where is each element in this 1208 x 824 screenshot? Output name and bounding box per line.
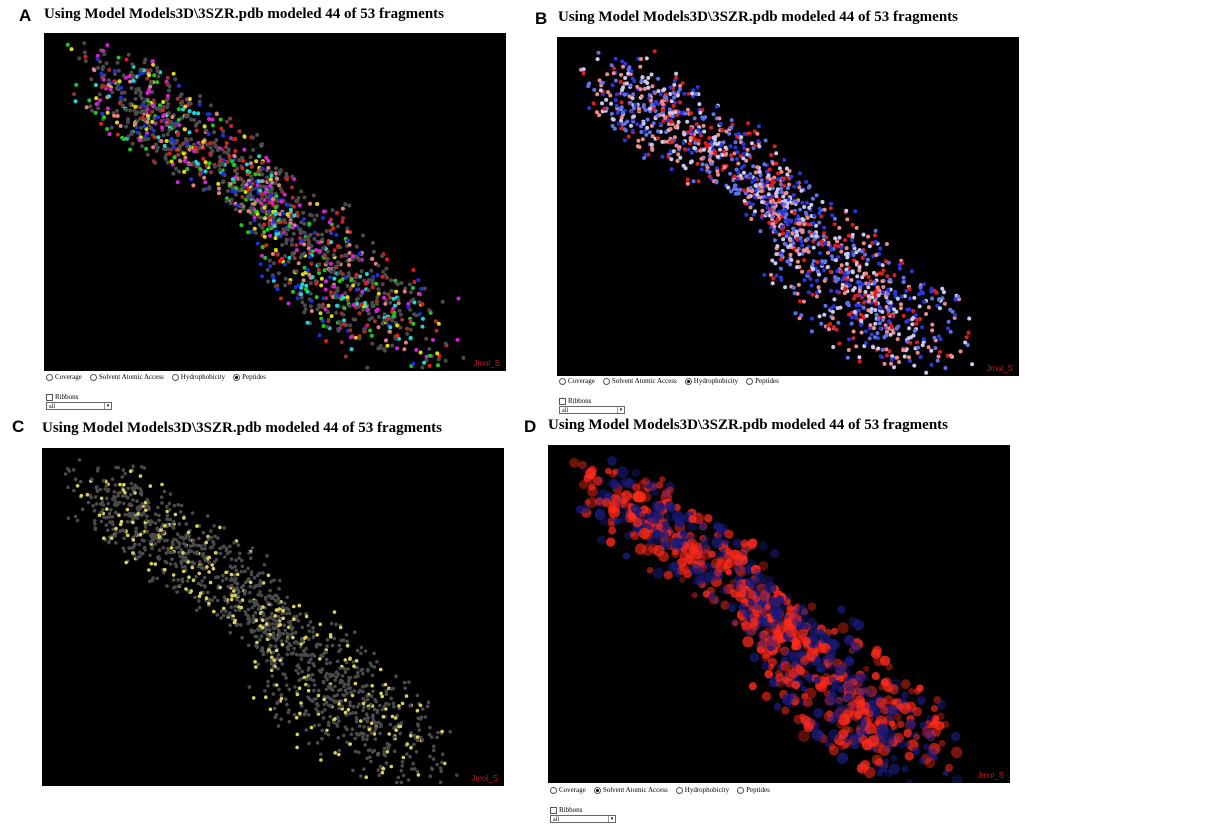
view-mode-controls: Coverage Solvent Atomic Access Hydrophobic… — [550, 786, 770, 794]
mode-label: Hydrophobicity — [694, 377, 738, 385]
panel-title: Using Model Models3D\3SZR.pdb modeled 44… — [44, 6, 444, 23]
panel-letter: C — [12, 417, 24, 437]
jmol-viewer[interactable]: Jmol_S — [557, 37, 1019, 376]
radio-dot[interactable] — [685, 378, 692, 385]
ribbon-controls: Ribbons all ▾ — [559, 397, 625, 414]
radio-dot[interactable] — [46, 374, 53, 381]
mode-label: Peptides — [755, 377, 779, 385]
ribbons-checkbox[interactable]: Ribbons — [46, 393, 112, 401]
mode-radio-solvent-atomic-access[interactable]: Solvent Atomic Access — [603, 377, 677, 385]
ribbons-label: Ribbons — [568, 397, 591, 405]
mode-label: Peptides — [242, 373, 266, 381]
ribbons-checkbox[interactable]: Ribbons — [559, 397, 625, 405]
mode-radio-coverage[interactable]: Coverage — [559, 377, 595, 385]
ribbon-controls: Ribbons all ▾ — [550, 806, 616, 823]
mode-label: Hydrophobicity — [181, 373, 225, 381]
view-mode-controls: Coverage Solvent Atomic Access Hydrophobic… — [46, 373, 266, 381]
radio-dot[interactable] — [603, 378, 610, 385]
jmol-label: Jmol_S — [977, 771, 1004, 780]
checkbox-box[interactable] — [46, 394, 53, 401]
mode-label: Coverage — [568, 377, 595, 385]
radio-dot[interactable] — [172, 374, 179, 381]
panel-title: Using Model Models3D\3SZR.pdb modeled 44… — [42, 420, 442, 437]
mode-label: Solvent Atomic Access — [99, 373, 164, 381]
panel-title: Using Model Models3D\3SZR.pdb modeled 44… — [558, 9, 958, 26]
radio-dot[interactable] — [737, 787, 744, 794]
jmol-viewer[interactable]: Jmol_S — [548, 445, 1010, 783]
panel-letter: B — [535, 9, 547, 29]
mode-radio-peptides[interactable]: Peptides — [737, 786, 770, 794]
jmol-label: Jmol_S — [986, 364, 1013, 373]
jmol-label: Jmol_S — [471, 774, 498, 783]
mode-label: Hydrophobicity — [685, 786, 729, 794]
ribbon-controls: Ribbons all ▾ — [46, 393, 112, 410]
mode-radio-hydrophobicity[interactable]: Hydrophobicity — [676, 786, 729, 794]
mode-radio-solvent-atomic-access[interactable]: Solvent Atomic Access — [594, 786, 668, 794]
dropdown-arrow-icon[interactable]: ▾ — [104, 403, 111, 409]
mode-radio-solvent-atomic-access[interactable]: Solvent Atomic Access — [90, 373, 164, 381]
radio-dot[interactable] — [746, 378, 753, 385]
radio-dot[interactable] — [90, 374, 97, 381]
checkbox-box[interactable] — [550, 807, 557, 814]
mode-radio-peptides[interactable]: Peptides — [746, 377, 779, 385]
mode-label: Coverage — [55, 373, 82, 381]
molecule-render-solvent-access — [548, 445, 1010, 783]
panel-letter: D — [524, 417, 536, 437]
ribbons-checkbox[interactable]: Ribbons — [550, 806, 616, 814]
dropdown-arrow-icon[interactable]: ▾ — [617, 407, 624, 413]
jmol-viewer[interactable]: Jmol_S — [44, 33, 506, 371]
chain-select[interactable]: all ▾ — [46, 402, 112, 410]
mode-label: Solvent Atomic Access — [612, 377, 677, 385]
mode-label: Solvent Atomic Access — [603, 786, 668, 794]
jmol-label: Jmol_S — [473, 359, 500, 368]
mode-radio-hydrophobicity[interactable]: Hydrophobicity — [685, 377, 738, 385]
chain-select[interactable]: all ▾ — [559, 406, 625, 414]
jmol-viewer[interactable]: Jmol_S — [42, 448, 504, 786]
ribbons-label: Ribbons — [55, 393, 78, 401]
ribbons-label: Ribbons — [559, 806, 582, 814]
molecule-render-hydrophobicity — [557, 37, 1019, 376]
view-mode-controls: Coverage Solvent Atomic Access Hydrophobic… — [559, 377, 779, 385]
mode-radio-coverage[interactable]: Coverage — [550, 786, 586, 794]
select-value: all — [562, 408, 568, 414]
radio-dot[interactable] — [550, 787, 557, 794]
panel-letter: A — [19, 6, 31, 26]
molecule-render-coverage — [42, 448, 504, 786]
checkbox-box[interactable] — [559, 398, 566, 405]
mode-label: Peptides — [746, 786, 770, 794]
radio-dot[interactable] — [559, 378, 566, 385]
radio-dot[interactable] — [594, 787, 601, 794]
mode-radio-peptides[interactable]: Peptides — [233, 373, 266, 381]
mode-label: Coverage — [559, 786, 586, 794]
radio-dot[interactable] — [233, 374, 240, 381]
dropdown-arrow-icon[interactable]: ▾ — [608, 816, 615, 822]
chain-select[interactable]: all ▾ — [550, 815, 616, 823]
select-value: all — [553, 817, 559, 823]
mode-radio-hydrophobicity[interactable]: Hydrophobicity — [172, 373, 225, 381]
radio-dot[interactable] — [676, 787, 683, 794]
molecule-render-peptides — [44, 33, 506, 371]
mode-radio-coverage[interactable]: Coverage — [46, 373, 82, 381]
select-value: all — [49, 404, 55, 410]
panel-title: Using Model Models3D\3SZR.pdb modeled 44… — [548, 417, 948, 434]
